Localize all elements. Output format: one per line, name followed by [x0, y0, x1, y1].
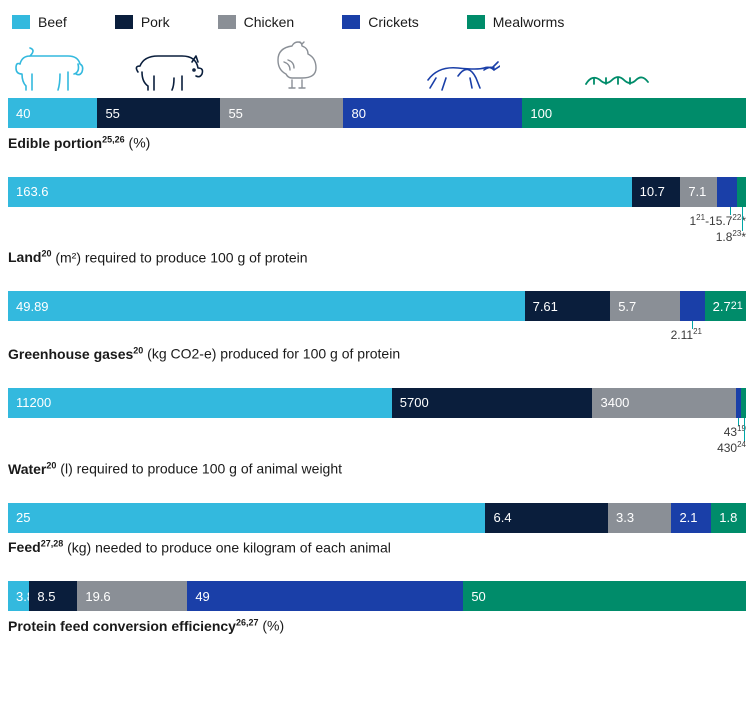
- bar-segment: 19.6: [77, 581, 187, 611]
- bar-segment: 7.1: [680, 177, 717, 207]
- legend-swatch: [218, 15, 236, 29]
- bar-segment: 7.61: [525, 291, 611, 321]
- legend-item-crickets: Crickets: [342, 14, 419, 30]
- animal-icons-row: [8, 40, 746, 92]
- bar-segment: 2.1: [671, 503, 711, 533]
- annotation-label: 43024: [717, 440, 746, 455]
- annotation-label: 1.823*: [716, 229, 746, 244]
- chart-caption: Water20 (l) required to produce 100 g of…: [8, 460, 746, 477]
- bar-segment: 3.8: [8, 581, 29, 611]
- legend-swatch: [467, 15, 485, 29]
- chart-ghg: 49.897.615.7 2.7212.1121 Greenhouse gases2…: [8, 291, 746, 362]
- legend-label: Mealworms: [493, 14, 565, 30]
- annotation-label: 121-15.722*: [689, 213, 746, 228]
- bar-segment: [680, 291, 704, 321]
- bar-segment: 10.7: [632, 177, 681, 207]
- legend-item-mealworms: Mealworms: [467, 14, 565, 30]
- bar-segment: 55: [220, 98, 343, 128]
- cow-icon: [12, 40, 132, 92]
- chart-land: 163.610.77.1 121-15.722*1.823* Land20 (m²)…: [8, 177, 746, 266]
- legend-item-beef: Beef: [12, 14, 67, 30]
- chicken-icon: [272, 40, 422, 92]
- bar-segment: [737, 177, 746, 207]
- cricket-icon: [422, 40, 582, 92]
- annotation-label: 2.1121: [671, 327, 702, 342]
- chart-feed: 256.43.32.11.8 Feed27,28 (kg) needed to p…: [8, 503, 746, 556]
- legend-label: Beef: [38, 14, 67, 30]
- bar-segment: 25: [8, 503, 485, 533]
- legend-label: Crickets: [368, 14, 419, 30]
- bar-segment: 163.6: [8, 177, 632, 207]
- legend-label: Chicken: [244, 14, 295, 30]
- bar-segment: 55: [97, 98, 220, 128]
- chart-caption: Greenhouse gases20 (kg CO2-e) produced f…: [8, 345, 746, 362]
- bar-segment: 100: [522, 98, 746, 128]
- bar-segment: 2.721: [705, 291, 746, 321]
- legend-label: Pork: [141, 14, 170, 30]
- bar-segment: [741, 388, 746, 418]
- bar-segment: 49.89: [8, 291, 525, 321]
- legend-swatch: [115, 15, 133, 29]
- chart-caption: Feed27,28 (kg) needed to produce one kil…: [8, 539, 746, 556]
- bar-segment: 3.3: [608, 503, 671, 533]
- legend: Beef Pork Chicken Crickets Mealworms: [8, 14, 746, 30]
- chart-edible: 40555580100Edible portion25,26 (%): [8, 98, 746, 151]
- chart-caption: Edible portion25,26 (%): [8, 134, 746, 151]
- stacked-bar: 49.897.615.7 2.721: [8, 291, 746, 321]
- chart-caption: Land20 (m²) required to produce 100 g of…: [8, 249, 746, 266]
- bar-segment: 1.8: [711, 503, 746, 533]
- bar-segment: 49: [187, 581, 463, 611]
- stacked-bar: 40555580100: [8, 98, 746, 128]
- bar-segment: 8.5: [29, 581, 77, 611]
- bar-segment: [717, 177, 737, 207]
- chart-water: 1120057003400 431943024 Water20 (l) requir…: [8, 388, 746, 477]
- bar-segment: 6.4: [485, 503, 608, 533]
- bar-segment: 11200: [8, 388, 392, 418]
- legend-item-pork: Pork: [115, 14, 170, 30]
- legend-item-chicken: Chicken: [218, 14, 295, 30]
- stacked-bar: 256.43.32.11.8: [8, 503, 746, 533]
- bar-segment: 50: [463, 581, 746, 611]
- chart-pfce: 3.88.519.64950 Protein feed conversion ef…: [8, 581, 746, 634]
- bar-segment: 5.7: [610, 291, 680, 321]
- bar-segment: 80: [343, 98, 522, 128]
- bar-segment: 5700: [392, 388, 593, 418]
- bar-segment: 40: [8, 98, 97, 128]
- chart-caption: Protein feed conversion efficiency26,27 …: [8, 617, 746, 634]
- stacked-bar: 163.610.77.1: [8, 177, 746, 207]
- legend-swatch: [12, 15, 30, 29]
- pig-icon: [132, 40, 272, 92]
- mealworm-icon: [582, 40, 742, 92]
- bar-segment: 3400: [592, 388, 735, 418]
- stacked-bar: 1120057003400: [8, 388, 746, 418]
- stacked-bar: 3.88.519.64950: [8, 581, 746, 611]
- annotation-label: 4319: [724, 424, 746, 439]
- legend-swatch: [342, 15, 360, 29]
